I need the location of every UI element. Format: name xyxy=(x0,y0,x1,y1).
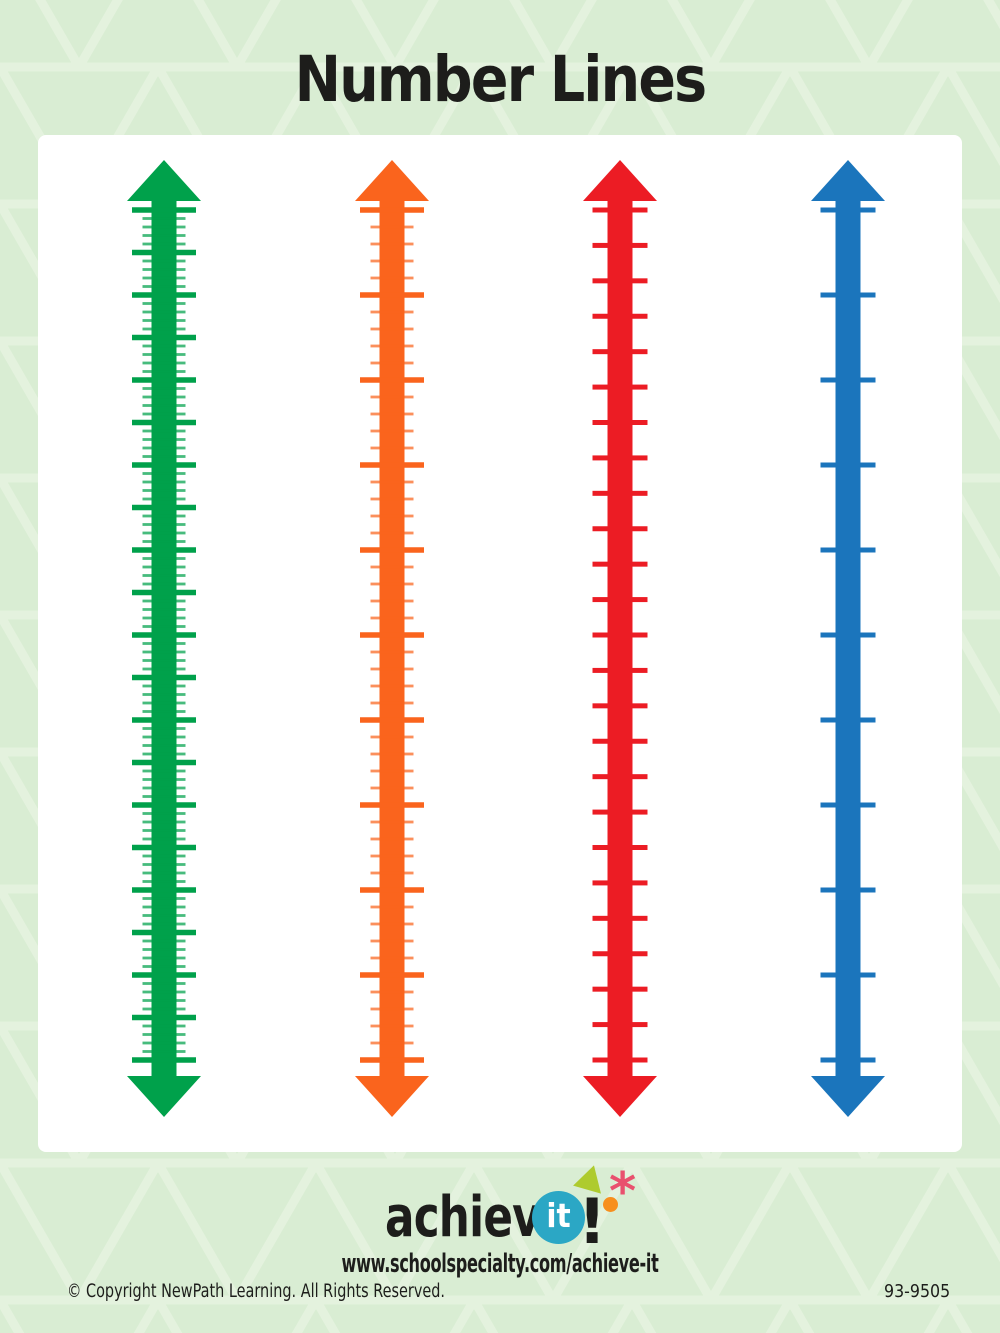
number-line-red xyxy=(545,135,695,1152)
page-title: Number Lines xyxy=(294,43,708,116)
number-line-green xyxy=(89,135,239,1152)
logo-trademark: ™ xyxy=(586,1236,595,1246)
logo-triangle-icon xyxy=(573,1165,601,1194)
logo-dot-icon xyxy=(603,1197,618,1212)
logo-it-circle: it xyxy=(532,1191,585,1244)
achieve-it-logo: achieve it ! * ™ xyxy=(380,1160,650,1256)
number-lines-panel xyxy=(38,135,962,1152)
orange-number-line-graphic xyxy=(355,160,429,1117)
green-number-line-graphic xyxy=(127,160,201,1117)
number-line-blue xyxy=(773,135,923,1152)
logo-exclamation-mark: ! xyxy=(578,1185,607,1258)
copyright-text: © Copyright NewPath Learning. All Rights… xyxy=(67,1281,446,1302)
blue-number-line-graphic xyxy=(811,160,885,1117)
website-url: www.schoolspecialty.com/achieve-it xyxy=(341,1249,659,1279)
logo-text-it: it xyxy=(546,1196,571,1235)
product-code: 93-9505 xyxy=(883,1281,950,1302)
number-line-orange xyxy=(317,135,467,1152)
red-number-line-graphic xyxy=(583,160,657,1117)
